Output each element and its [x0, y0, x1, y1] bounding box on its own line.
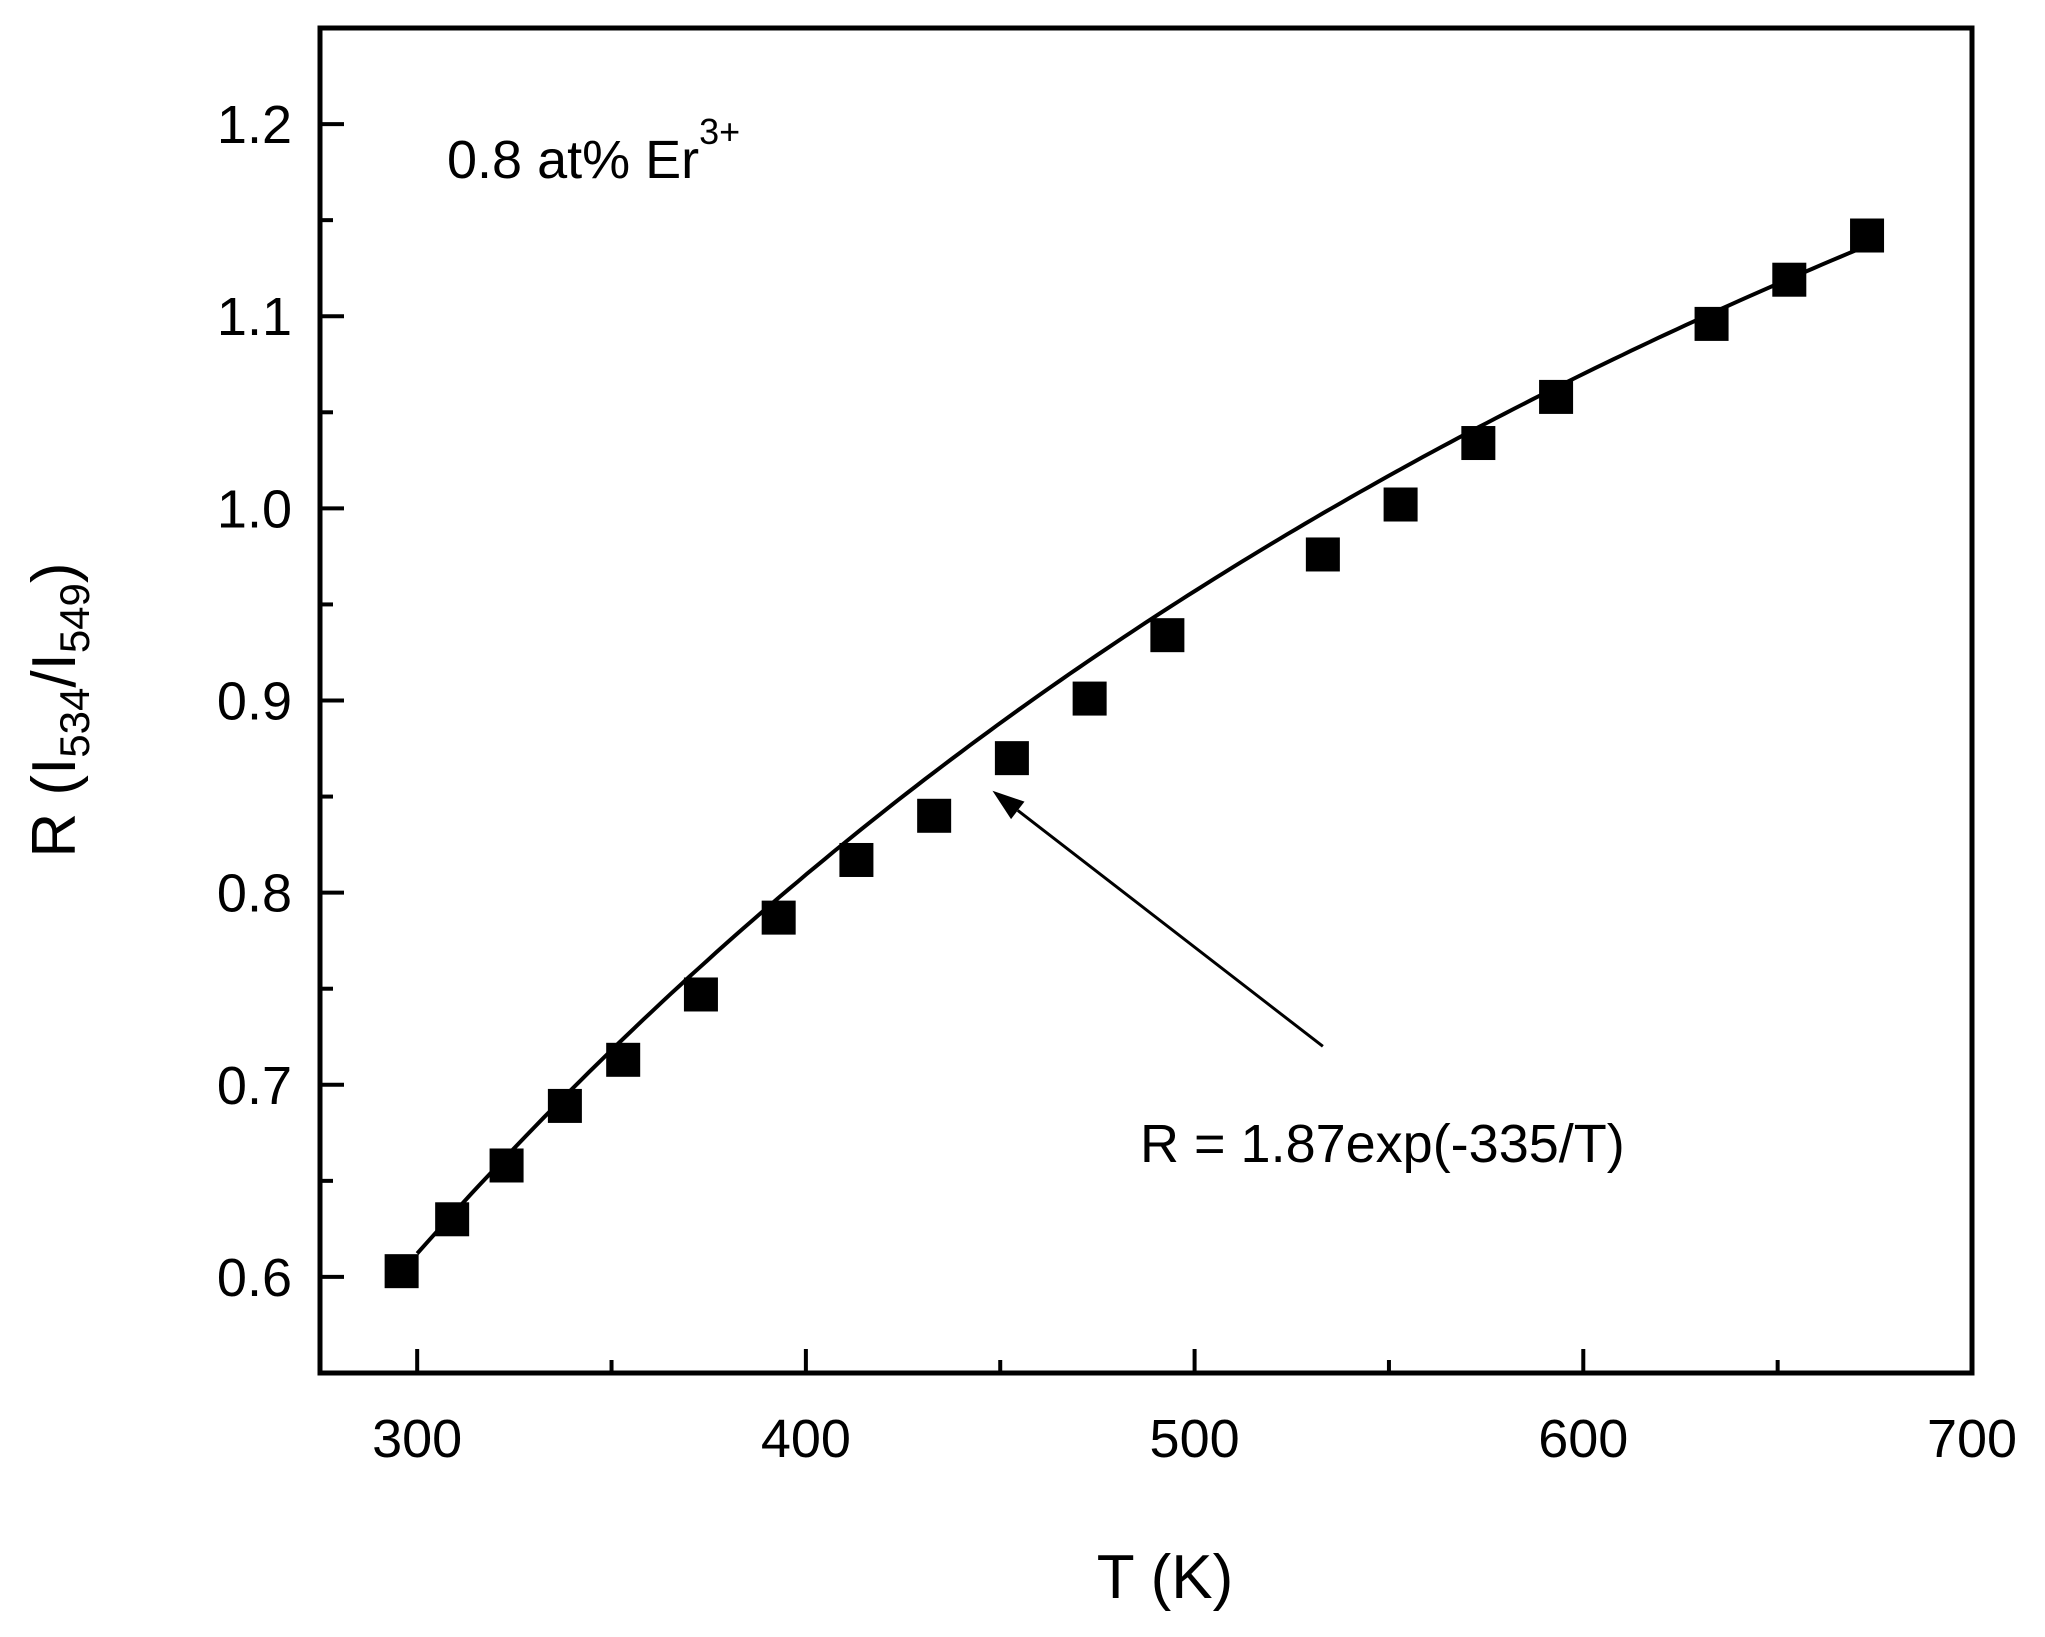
y-axis-title-sub2: 549 [51, 583, 98, 653]
data-point [606, 1042, 641, 1077]
y-tick-label: 0.9 [217, 672, 292, 732]
sample-label: 0.8 at% Er3+ [447, 111, 740, 190]
fit-equation-label: R = 1.87exp(-335/T) [1140, 1114, 1625, 1174]
fit-curve [415, 243, 1868, 1255]
x-tick-label: 500 [1150, 1409, 1240, 1469]
data-point [1850, 218, 1885, 253]
y-tick-label: 0.7 [217, 1056, 292, 1116]
data-point [1539, 379, 1574, 414]
data-point [683, 977, 718, 1012]
y-tick-label: 1.2 [217, 95, 292, 155]
x-axis-title: T (K) [1097, 1543, 1234, 1612]
tick-labels: 300 400 500 600 700 0.6 0.7 0.8 0.9 1.0 1.1 1.2 [217, 95, 2017, 1469]
x-tick-label: 400 [761, 1409, 851, 1469]
y-axis-title-suffix: ) [20, 562, 89, 583]
y-axis-title-mid: /I [20, 653, 89, 687]
data-point [1383, 487, 1418, 522]
sample-label-sup: 3+ [699, 111, 740, 152]
data-point [1150, 618, 1185, 653]
y-tick-label: 1.0 [217, 479, 292, 539]
y-tick-label: 0.6 [217, 1248, 292, 1308]
x-tick-label: 600 [1538, 1409, 1628, 1469]
data-point [917, 798, 952, 833]
data-point [1461, 426, 1496, 461]
data-point [761, 900, 796, 935]
data-point [1772, 262, 1807, 297]
y-tick-label: 1.1 [217, 287, 292, 347]
plot-frame [317, 25, 1975, 1376]
y-axis-title-prefix: R (I [20, 758, 89, 858]
y-axis-title: R (I534/I549) [20, 562, 98, 857]
x-tick-label: 700 [1927, 1409, 2017, 1469]
data-points [384, 218, 1885, 1289]
data-point [839, 842, 874, 877]
data-point [1072, 681, 1107, 716]
sample-label-main: 0.8 at% Er [447, 130, 699, 190]
fit-arrow [992, 790, 1324, 1048]
x-tick-label: 300 [372, 1409, 462, 1469]
data-point [1694, 306, 1729, 341]
data-point [435, 1202, 470, 1237]
data-point [994, 741, 1029, 776]
data-point [547, 1088, 582, 1123]
fit-arrow-head [992, 790, 1025, 820]
y-axis-title-sub1: 534 [51, 688, 98, 758]
y-tick-label: 0.8 [217, 864, 292, 924]
data-point [384, 1254, 419, 1289]
data-point [489, 1148, 524, 1183]
fit-arrow-line [1016, 809, 1324, 1048]
data-point [1305, 537, 1340, 572]
